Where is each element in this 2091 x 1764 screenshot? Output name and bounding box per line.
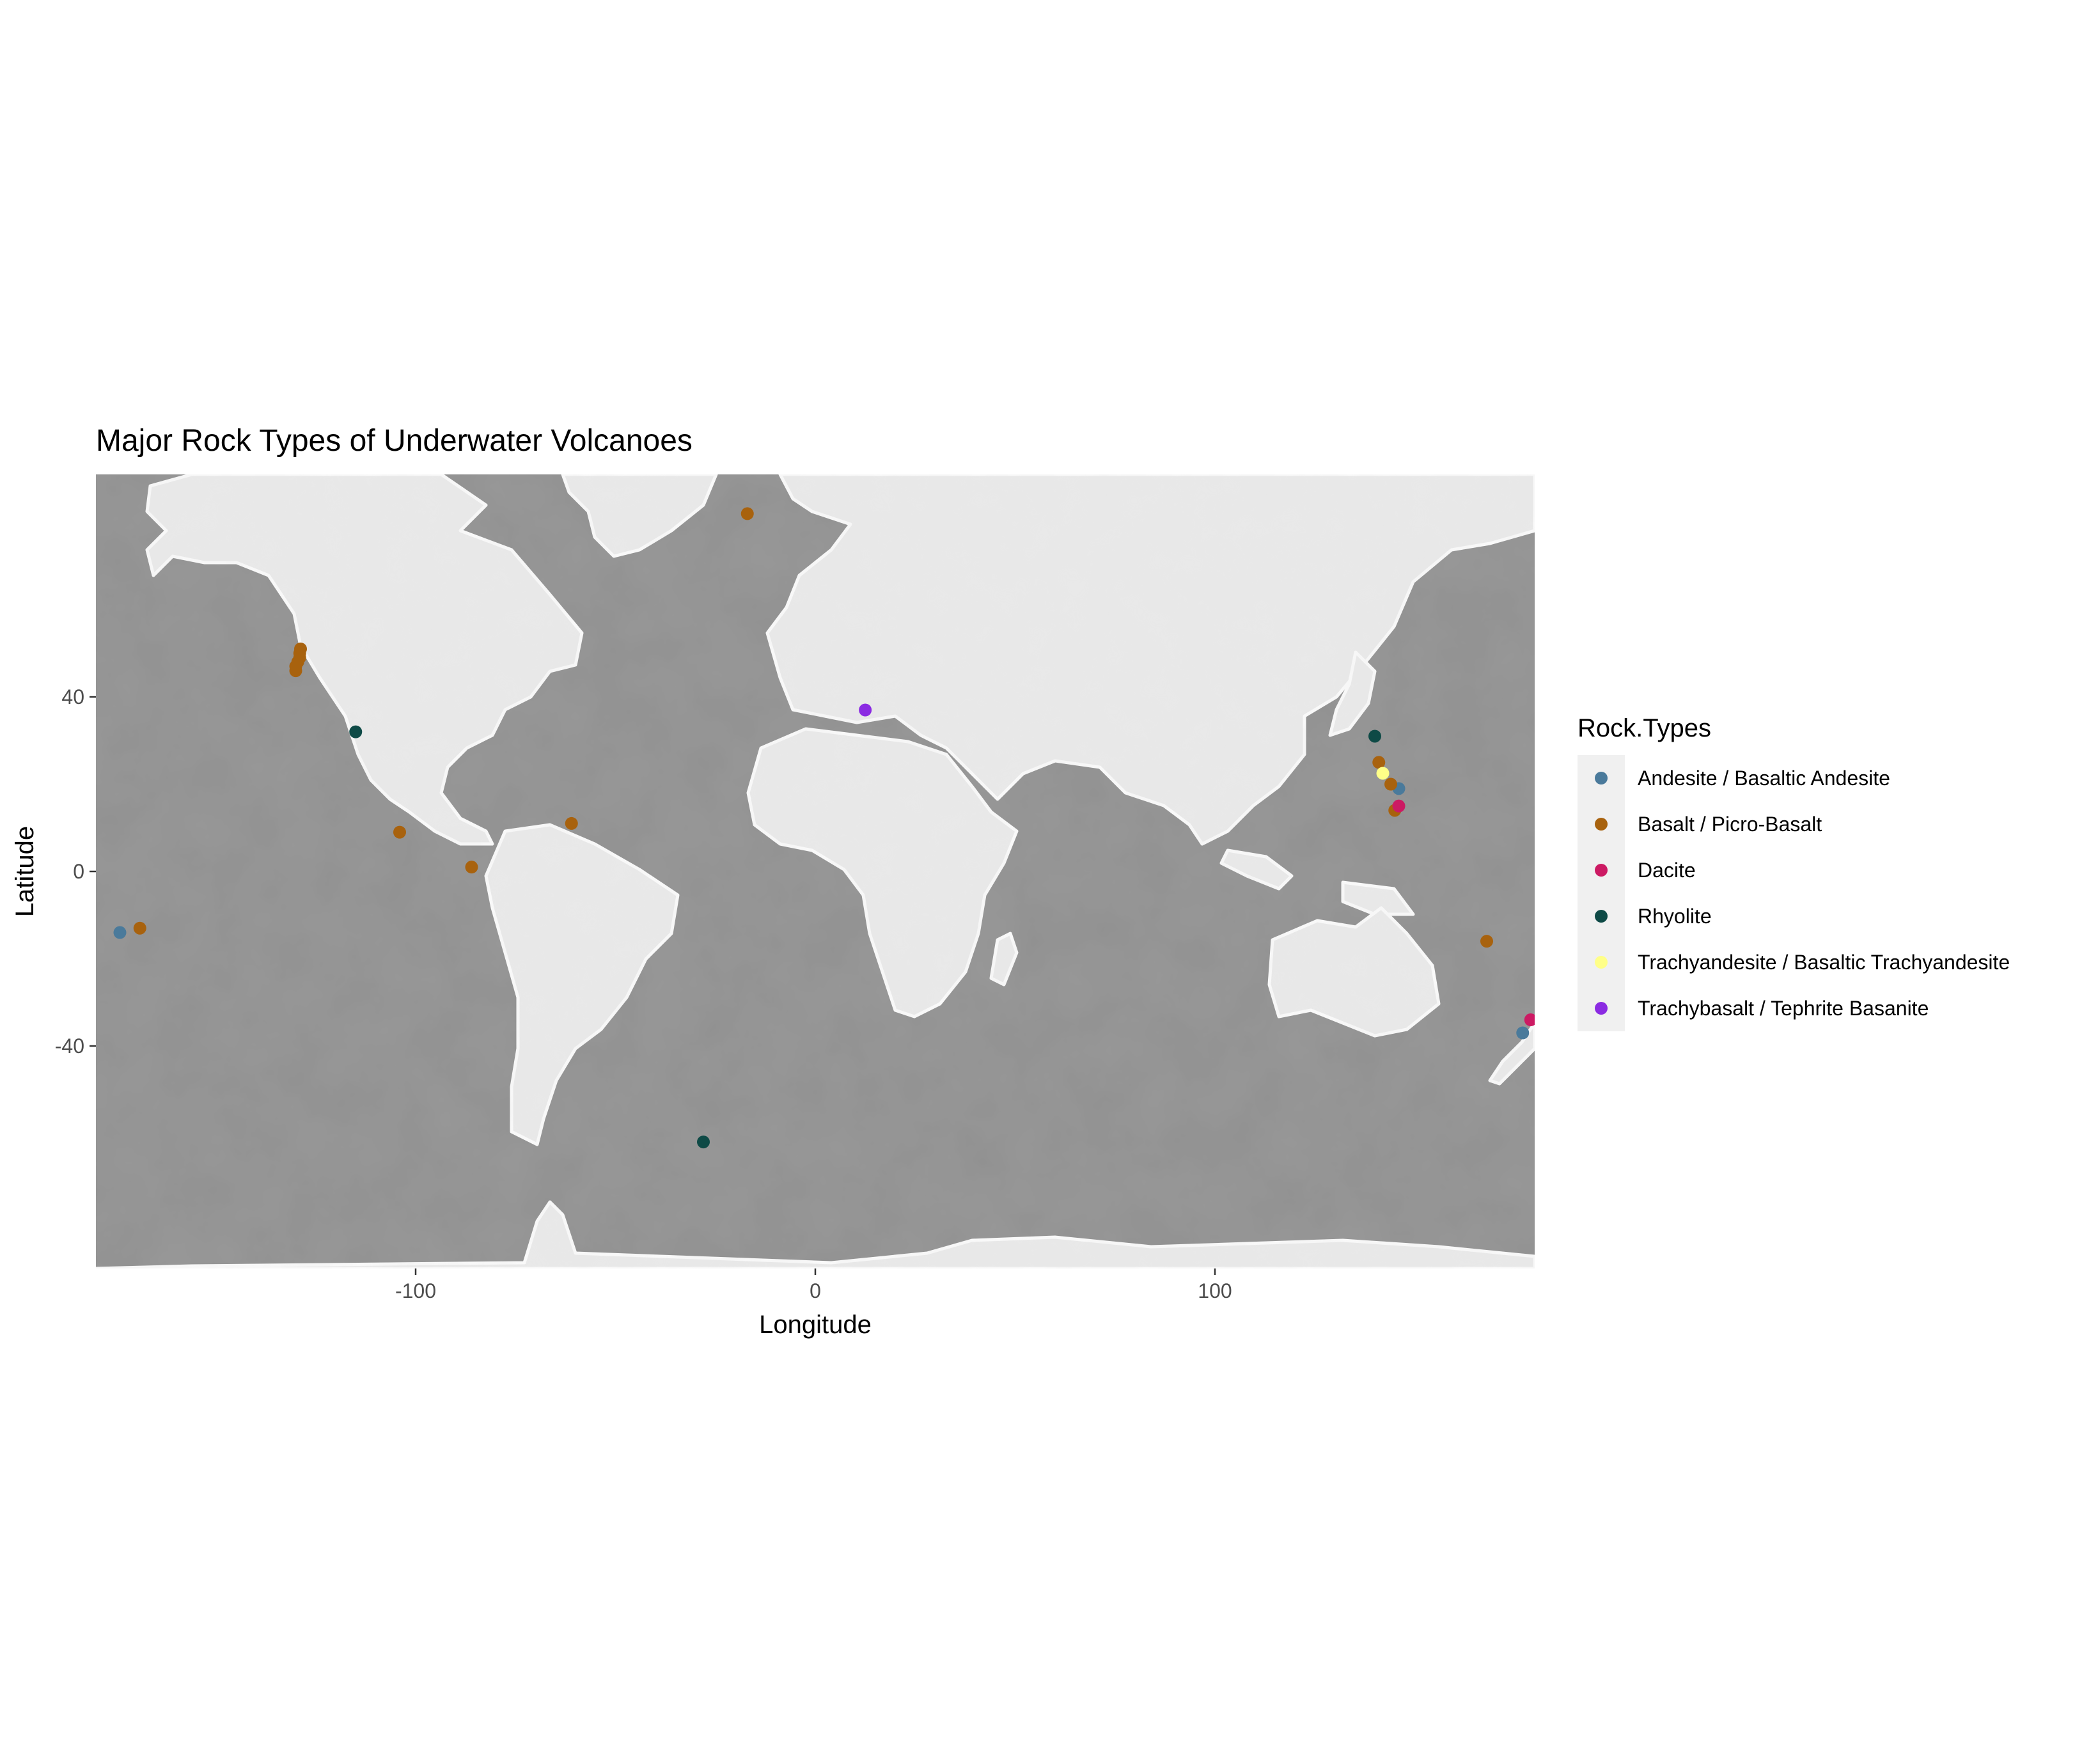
data-point xyxy=(349,725,363,738)
legend-label: Andesite / Basaltic Andesite xyxy=(1638,767,1890,790)
landmasses xyxy=(96,474,1535,1268)
land-eurasia xyxy=(765,474,1535,846)
data-point xyxy=(465,861,478,874)
land-new-zealand xyxy=(1488,1021,1535,1086)
x-tick-label: 100 xyxy=(1198,1279,1232,1302)
data-point xyxy=(1384,777,1397,791)
legend-swatch xyxy=(1595,772,1608,784)
y-tick-label: 40 xyxy=(61,685,84,708)
legend-key-background xyxy=(1578,755,1625,1031)
land-madagascar xyxy=(989,932,1019,987)
data-point xyxy=(697,1136,710,1149)
legend-label: Basalt / Picro-Basalt xyxy=(1638,813,1822,836)
data-point xyxy=(1480,935,1493,948)
legend-label: Rhyolite xyxy=(1638,905,1712,928)
land-north-america xyxy=(145,474,584,846)
chart-title: Major Rock Types of Underwater Volcanoes xyxy=(96,424,693,458)
data-point xyxy=(1368,730,1381,743)
land-indonesia xyxy=(1219,848,1294,891)
data-point xyxy=(1392,799,1406,813)
y-tick-label: 0 xyxy=(73,860,84,883)
legend-label: Dacite xyxy=(1638,859,1696,882)
land-japan xyxy=(1328,650,1377,737)
x-tick-label: -100 xyxy=(395,1279,436,1302)
land-south-america xyxy=(484,823,680,1146)
data-point xyxy=(393,825,406,839)
legend-items: Andesite / Basaltic Andesite Basalt / Pic… xyxy=(1578,755,2010,1031)
data-point xyxy=(1524,1013,1535,1027)
y-axis-label: Latitude xyxy=(11,826,39,917)
data-point xyxy=(294,642,307,655)
data-points xyxy=(113,507,1535,1149)
x-axis-label: Longitude xyxy=(759,1311,872,1339)
legend-swatch xyxy=(1595,818,1608,831)
land-antarctica xyxy=(96,1200,1535,1268)
data-point xyxy=(859,703,872,717)
data-point xyxy=(133,921,146,935)
y-tick-label: -40 xyxy=(55,1034,84,1058)
legend-swatch xyxy=(1595,910,1608,923)
legend: Rock.Types Andesite / Basaltic Andesite B… xyxy=(1578,714,2010,1031)
legend-title: Rock.Types xyxy=(1578,714,1711,742)
land-new-guinea xyxy=(1341,880,1415,916)
data-point xyxy=(1516,1026,1530,1040)
land-africa xyxy=(746,727,1019,1019)
data-point xyxy=(740,507,754,520)
legend-swatch xyxy=(1595,956,1608,969)
land-greenland xyxy=(561,474,718,558)
map-background xyxy=(96,474,1535,1268)
y-axis: -40 0 40 xyxy=(55,685,96,1058)
x-axis: -100 0 100 xyxy=(395,1268,1232,1302)
legend-swatch xyxy=(1595,1002,1608,1015)
x-tick-label: 0 xyxy=(810,1279,821,1302)
land-australia xyxy=(1267,906,1441,1038)
legend-label: Trachybasalt / Tephrite Basanite xyxy=(1638,997,1929,1020)
data-point xyxy=(1376,767,1390,780)
legend-label: Trachyandesite / Basaltic Trachyandesite xyxy=(1638,951,2010,974)
data-point xyxy=(565,816,578,830)
data-point xyxy=(1372,756,1386,769)
legend-swatch xyxy=(1595,864,1608,877)
data-point xyxy=(113,926,127,939)
